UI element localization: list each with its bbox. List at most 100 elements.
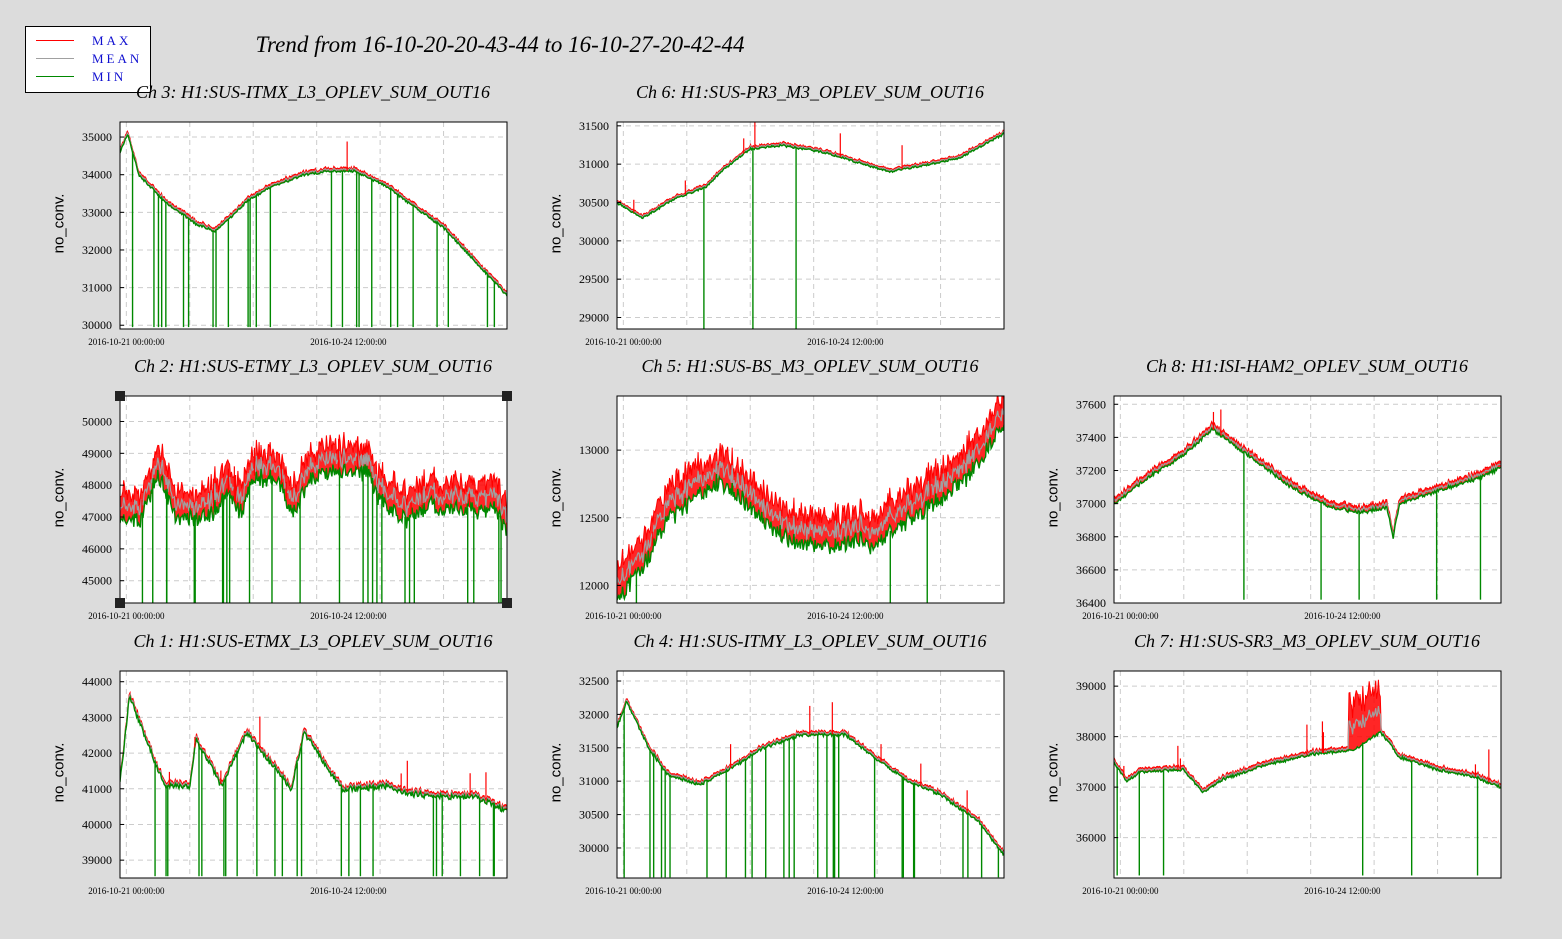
- x-tick-label: 2016-10-21 00:00:00: [1082, 611, 1159, 621]
- y-tick-label: 13000: [579, 443, 609, 457]
- plot-frame: [119, 670, 508, 879]
- series-group: [120, 431, 507, 603]
- legend-label-mean: MEAN: [92, 51, 143, 66]
- y-tick-label: 36600: [1076, 563, 1106, 577]
- x-tick-label: 2016-10-24 12:00:00: [310, 611, 387, 621]
- y-tick-label: 39000: [1076, 679, 1106, 693]
- x-tick-label: 2016-10-21 00:00:00: [585, 611, 662, 621]
- y-tick-label: 49000: [82, 446, 112, 460]
- plot-area: [120, 671, 507, 878]
- series-mean: [617, 130, 1004, 219]
- selection-handle: [502, 391, 512, 401]
- chart-ch3: 30000 31000 32000 33000 34000 35000 2016-10-21…: [82, 121, 508, 347]
- y-tick-label: 30500: [579, 808, 609, 822]
- y-tick-label: 30000: [579, 234, 609, 248]
- plot-frame: [616, 670, 1005, 879]
- legend-entry-mean: MEAN: [26, 50, 150, 68]
- y-tick-label: 31000: [82, 281, 112, 295]
- y-tick-label: 12500: [579, 511, 609, 525]
- series-mean: [1114, 423, 1501, 537]
- x-tick-label: 2016-10-24 12:00:00: [807, 611, 884, 621]
- series-group: [1114, 679, 1501, 876]
- chart-ch8: 36400 36600 36800 37000 37200 37400 37600 2016-…: [1076, 395, 1502, 621]
- y-tick-label: 37000: [1076, 780, 1106, 794]
- series-group: [120, 129, 507, 328]
- plot-area: [1114, 396, 1501, 603]
- y-tick-label: 50000: [82, 414, 112, 428]
- main-title: Trend from 16-10-20-20-43-44 to 16-10-27…: [255, 32, 745, 57]
- y-tick-label: 41000: [82, 782, 112, 796]
- chart-ch6: 29000 29500 30000 30500 31000 31500 2016-10-21…: [579, 119, 1005, 347]
- series-max: [617, 129, 1004, 218]
- y-tick-label: 12000: [579, 578, 609, 592]
- plot-area: [1114, 671, 1501, 878]
- series-min: [617, 700, 1004, 857]
- y-tick-label: 40000: [82, 817, 112, 831]
- x-tick-label: 2016-10-24 12:00:00: [1304, 611, 1381, 621]
- y-tick-label: 36800: [1076, 530, 1106, 544]
- x-tick-label: 2016-10-24 12:00:00: [807, 337, 884, 347]
- series-group: [617, 396, 1004, 603]
- legend-line-mean: [36, 58, 74, 59]
- chart-title-ch5: Ch 5: H1:SUS-BS_M3_OPLEV_SUM_OUT16: [641, 356, 979, 376]
- chart-title-ch1: Ch 1: H1:SUS-ETMX_L3_OPLEV_SUM_OUT16: [133, 631, 493, 651]
- series-group: [120, 690, 507, 877]
- series-group: [1114, 409, 1501, 600]
- y-tick-label: 31500: [579, 119, 609, 133]
- y-tick-label: 42000: [82, 746, 112, 760]
- x-tick-label: 2016-10-24 12:00:00: [310, 886, 387, 896]
- series-mean: [120, 692, 507, 811]
- y-tick-label: 31000: [579, 157, 609, 171]
- plot-frame: [616, 121, 1005, 330]
- plot-frame: [1113, 395, 1502, 604]
- selection-handle: [115, 391, 125, 401]
- legend-line-min: [36, 76, 74, 77]
- y-tick-label: 34000: [82, 168, 112, 182]
- series-min: [120, 133, 507, 297]
- y-tick-label: 32000: [579, 707, 609, 721]
- chart-title-ch7: Ch 7: H1:SUS-SR3_M3_OPLEV_SUM_OUT16: [1134, 631, 1480, 651]
- x-tick-label: 2016-10-24 12:00:00: [310, 337, 387, 347]
- y-tick-label: 35000: [82, 130, 112, 144]
- series-max: [617, 698, 1004, 852]
- x-tick-label: 2016-10-21 00:00:00: [585, 337, 662, 347]
- y-tick-label: 39000: [82, 853, 112, 867]
- series-min: [120, 694, 507, 814]
- plot-area: [617, 122, 1004, 329]
- plot-frame: [616, 395, 1005, 604]
- y-tick-label: 33000: [82, 205, 112, 219]
- plot-frame: [119, 395, 508, 604]
- legend-entry-min: MIN: [26, 68, 150, 86]
- y-tick-label: 43000: [82, 710, 112, 724]
- max-band: [120, 432, 507, 536]
- chart-ch2[interactable]: 45000 46000 47000 48000 49000 50000 2016-10-21…: [0, 389, 530, 629]
- x-tick-label: 2016-10-24 12:00:00: [1304, 886, 1381, 896]
- x-tick-label: 2016-10-24 12:00:00: [807, 886, 884, 896]
- plot-frame: [1113, 670, 1502, 879]
- chart-ch7: 36000 37000 38000 39000 2016-10-21 00:00:00 2…: [1076, 670, 1502, 896]
- y-tick-label: 30000: [82, 318, 112, 332]
- chart-title-ch3: Ch 3: H1:SUS-ITMX_L3_OPLEV_SUM_OUT16: [136, 82, 490, 102]
- y-tick-label: 37400: [1076, 430, 1106, 444]
- y-tick-label: 46000: [82, 542, 112, 556]
- legend-entry-max: MAX: [26, 32, 150, 50]
- legend-label-max: MAX: [92, 33, 132, 48]
- y-tick-label: 37000: [1076, 497, 1106, 511]
- y-tick-label: 36400: [1076, 596, 1106, 610]
- series-max: [120, 129, 507, 294]
- chart-ch1: 39000 40000 41000 42000 43000 44000 2016-10-21…: [82, 670, 508, 896]
- chart-ch5: 12000 12500 13000 2016-10-21 00:00:00 2016-1…: [579, 395, 1005, 621]
- x-tick-label: 2016-10-21 00:00:00: [1082, 886, 1159, 896]
- y-tick-label: 44000: [82, 675, 112, 689]
- series-min: [617, 424, 1004, 602]
- y-tick-label: 29500: [579, 272, 609, 286]
- y-tick-label: 38000: [1076, 730, 1106, 744]
- y-tick-label: 30500: [579, 196, 609, 210]
- plot-area: [617, 671, 1004, 878]
- y-tick-label: 32500: [579, 674, 609, 688]
- selection-handle: [115, 598, 125, 608]
- y-tick-label: 36000: [1076, 831, 1106, 845]
- plot-frame: [119, 121, 508, 330]
- legend-label-min: MIN: [92, 69, 127, 84]
- series-min: [120, 463, 507, 536]
